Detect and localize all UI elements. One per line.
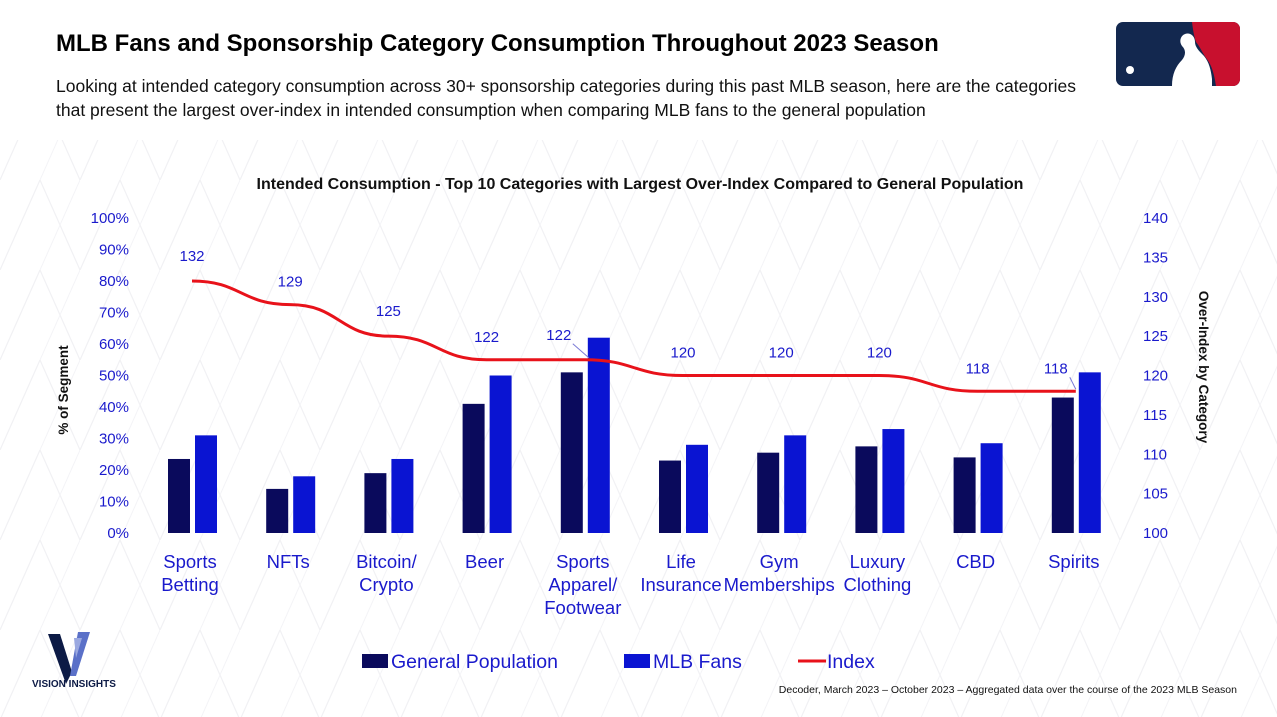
x-tick-label: Clothing bbox=[843, 574, 911, 595]
bar-mlb-fans bbox=[195, 435, 217, 533]
bar-mlb-fans bbox=[489, 375, 512, 533]
y-tick-label: 60% bbox=[99, 336, 129, 353]
y2-tick-label: 110 bbox=[1143, 446, 1167, 463]
vision-insights-logo-icon bbox=[48, 632, 90, 684]
bar-general-population bbox=[168, 458, 190, 533]
bar-mlb-fans bbox=[293, 476, 316, 533]
y2-tick-label: 115 bbox=[1143, 407, 1167, 424]
bar-general-population bbox=[266, 488, 289, 533]
index-data-label: 132 bbox=[179, 248, 204, 265]
index-line bbox=[191, 279, 1076, 393]
y2-tick-label: 120 bbox=[1143, 368, 1168, 385]
x-tick-label: Memberships bbox=[724, 574, 835, 595]
x-tick-label: Apparel/ bbox=[548, 574, 618, 595]
y-tick-label: 50% bbox=[99, 368, 129, 385]
index-data-label: 118 bbox=[1044, 360, 1068, 377]
bar-general-population bbox=[757, 452, 780, 533]
y2-tick-label: 140 bbox=[1143, 210, 1168, 227]
page-title: MLB Fans and Sponsorship Category Consum… bbox=[56, 30, 939, 57]
x-tick-label: CBD bbox=[956, 551, 995, 572]
x-tick-label: Spirits bbox=[1048, 551, 1099, 572]
y2-tick-label: 130 bbox=[1143, 289, 1168, 306]
bar-mlb-fans bbox=[587, 337, 610, 533]
y-tick-label: 80% bbox=[99, 273, 129, 290]
x-tick-label: Life bbox=[666, 551, 696, 572]
source-note: Decoder, March 2023 – October 2023 – Agg… bbox=[778, 684, 1237, 696]
index-data-label: 122 bbox=[546, 327, 571, 344]
x-tick-label: Sports bbox=[556, 551, 609, 572]
index-data-label: 120 bbox=[670, 345, 695, 362]
bar-general-population bbox=[953, 457, 976, 533]
y-tick-label: 30% bbox=[99, 431, 129, 448]
y-tick-label: 10% bbox=[99, 494, 129, 511]
mlb-logo-icon bbox=[1116, 22, 1240, 86]
x-tick-label: Sports bbox=[163, 551, 216, 572]
legend-label: General Population bbox=[391, 651, 558, 673]
index-data-label: 122 bbox=[474, 329, 499, 346]
index-label-leader bbox=[572, 343, 590, 359]
index-data-label: 129 bbox=[278, 274, 303, 291]
bar-mlb-fans bbox=[1078, 372, 1101, 533]
y2-tick-label: 135 bbox=[1143, 249, 1168, 266]
bar-general-population bbox=[364, 473, 387, 533]
x-tick-label: Betting bbox=[161, 574, 219, 595]
bar-general-population bbox=[659, 460, 681, 533]
x-tick-label: Insurance bbox=[640, 574, 721, 595]
bar-general-population bbox=[560, 372, 583, 533]
x-tick-label: Footwear bbox=[544, 597, 621, 618]
index-data-label: 120 bbox=[867, 345, 892, 362]
bar-general-population bbox=[1051, 397, 1074, 533]
y-tick-label: 90% bbox=[99, 242, 129, 259]
x-tick-label: Crypto bbox=[359, 574, 414, 595]
legend-label: MLB Fans bbox=[653, 651, 742, 673]
index-label-leader bbox=[1069, 377, 1077, 390]
bar-general-population bbox=[855, 446, 878, 533]
legend-swatch bbox=[624, 654, 650, 668]
y2-tick-label: 125 bbox=[1143, 328, 1168, 345]
legend-label: Index bbox=[827, 651, 875, 673]
x-tick-label: Bitcoin/ bbox=[356, 551, 418, 572]
vision-insights-text: VISION INSIGHTS bbox=[32, 679, 116, 690]
bar-mlb-fans bbox=[686, 444, 708, 533]
chart-title: Intended Consumption - Top 10 Categories… bbox=[257, 176, 1024, 193]
legend-swatch bbox=[362, 654, 388, 668]
y-tick-label: 100% bbox=[91, 210, 129, 227]
index-data-label: 125 bbox=[376, 303, 401, 320]
y-axis-label: % of Segment bbox=[56, 345, 71, 435]
bar-mlb-fans bbox=[882, 429, 905, 533]
x-tick-label: Gym bbox=[760, 551, 799, 572]
bar-mlb-fans bbox=[784, 435, 807, 533]
x-tick-label: NFTs bbox=[267, 551, 310, 572]
y2-axis-label: Over-Index by Category bbox=[1196, 291, 1211, 444]
bar-mlb-fans bbox=[391, 458, 414, 533]
y-tick-label: 20% bbox=[99, 462, 129, 479]
y-tick-label: 70% bbox=[99, 305, 129, 322]
index-data-label: 118 bbox=[966, 360, 990, 377]
y2-tick-label: 100 bbox=[1143, 525, 1168, 542]
y-tick-label: 40% bbox=[99, 399, 129, 416]
y-tick-label: 0% bbox=[107, 525, 129, 542]
bar-general-population bbox=[462, 403, 485, 533]
page-subtitle: Looking at intended category consumption… bbox=[56, 76, 1076, 120]
bar-mlb-fans bbox=[980, 443, 1003, 533]
index-data-label: 120 bbox=[769, 345, 794, 362]
x-tick-label: Luxury bbox=[850, 551, 906, 572]
y2-tick-label: 105 bbox=[1143, 486, 1168, 503]
x-tick-label: Beer bbox=[465, 551, 504, 572]
